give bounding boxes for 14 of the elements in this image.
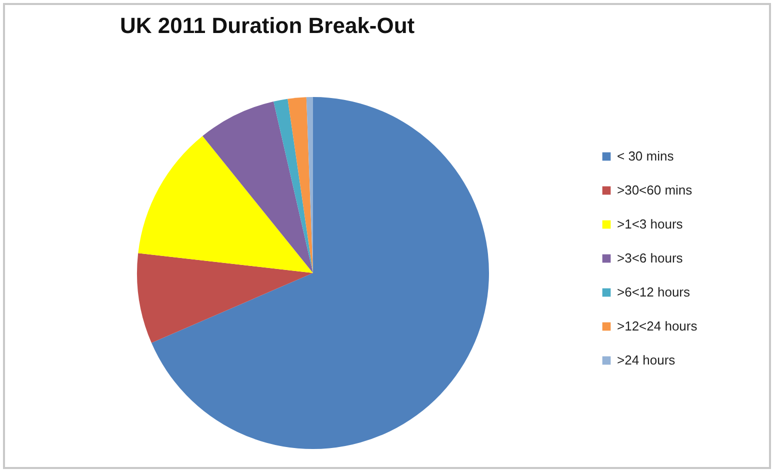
legend-label: < 30 mins	[617, 148, 674, 164]
pie-slice	[151, 97, 489, 449]
pie-slice	[137, 253, 313, 343]
chart-title: UK 2011 Duration Break-Out	[120, 13, 416, 38]
legend-label: >1<3 hours	[617, 216, 684, 232]
pie-slice	[202, 101, 313, 273]
pie-slice	[274, 98, 313, 273]
legend-label: >12<24 hours	[617, 318, 698, 334]
legend-label: >30<60 mins	[617, 182, 693, 198]
legend-label: >3<6 hours	[617, 250, 684, 266]
legend-label: >6<12 hours	[617, 284, 691, 300]
legend-label: >24 hours	[617, 352, 676, 368]
pie-slice	[288, 97, 313, 273]
pie-slice	[138, 136, 313, 273]
